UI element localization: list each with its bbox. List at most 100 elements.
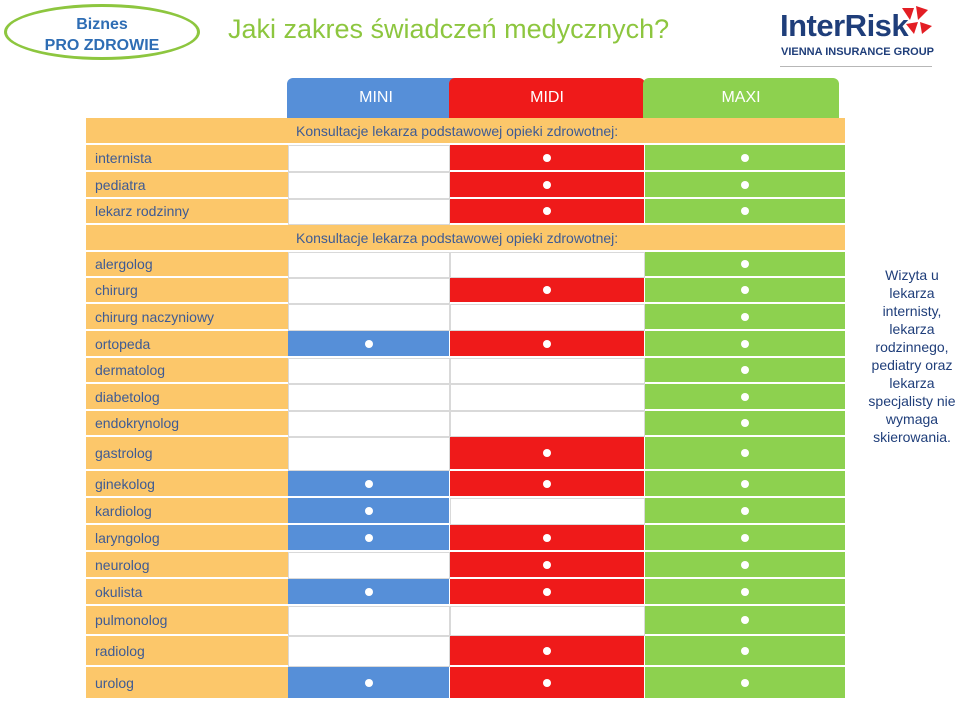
cell-midi bbox=[450, 667, 645, 700]
brand-badge: Biznes PRO ZDROWIE bbox=[4, 4, 200, 60]
row-label: chirurg naczyniowy bbox=[86, 304, 288, 331]
cell-maxi bbox=[645, 278, 845, 304]
plan-header-maxi: MAXI bbox=[643, 78, 839, 118]
logo-divider bbox=[780, 66, 932, 67]
included-dot-icon bbox=[364, 339, 373, 348]
cell-midi bbox=[450, 579, 645, 606]
cell-maxi bbox=[645, 172, 845, 199]
plan-header-mini: MINI bbox=[287, 78, 465, 118]
included-dot-icon bbox=[543, 560, 551, 569]
row-label: dermatolog bbox=[86, 358, 288, 384]
included-dot-icon bbox=[741, 506, 749, 515]
included-dot-icon bbox=[543, 646, 551, 655]
included-dot-icon bbox=[543, 207, 551, 215]
included-dot-icon bbox=[741, 312, 749, 321]
cell-maxi bbox=[645, 579, 845, 606]
cell-maxi bbox=[645, 411, 845, 437]
included-dot-icon bbox=[741, 678, 749, 687]
cell-midi bbox=[450, 252, 645, 278]
included-dot-icon bbox=[543, 339, 551, 348]
included-dot-icon bbox=[741, 207, 749, 215]
cell-maxi bbox=[645, 145, 845, 172]
cell-midi bbox=[450, 278, 645, 304]
cell-midi bbox=[450, 606, 645, 636]
cell-mini bbox=[288, 331, 450, 358]
cell-midi bbox=[450, 304, 645, 331]
logo-tagline: VIENNA INSURANCE GROUP bbox=[781, 46, 934, 58]
included-dot-icon bbox=[741, 180, 749, 189]
cell-mini bbox=[288, 498, 450, 525]
included-dot-icon bbox=[741, 153, 749, 162]
cell-mini bbox=[288, 252, 450, 278]
cell-maxi bbox=[645, 606, 845, 636]
cell-maxi bbox=[645, 358, 845, 384]
cell-midi bbox=[450, 145, 645, 172]
cell-mini bbox=[288, 525, 450, 552]
section-header: Konsultacje lekarza podstawowej opieki z… bbox=[86, 225, 845, 252]
cell-maxi bbox=[645, 331, 845, 358]
cell-maxi bbox=[645, 552, 845, 579]
cell-midi bbox=[450, 411, 645, 437]
row-label: laryngolog bbox=[86, 525, 288, 552]
included-dot-icon bbox=[741, 449, 749, 457]
row-label: internista bbox=[86, 145, 288, 172]
cell-mini bbox=[288, 437, 450, 471]
row-label: endokrynolog bbox=[86, 411, 288, 437]
included-dot-icon bbox=[364, 587, 373, 596]
cell-midi bbox=[450, 358, 645, 384]
included-dot-icon bbox=[741, 392, 749, 401]
included-dot-icon bbox=[741, 587, 749, 596]
cell-midi bbox=[450, 437, 645, 471]
included-dot-icon bbox=[364, 479, 373, 488]
row-label: ortopeda bbox=[86, 331, 288, 358]
plan-header-midi: MIDI bbox=[449, 78, 645, 118]
cell-maxi bbox=[645, 304, 845, 331]
cell-mini bbox=[288, 304, 450, 331]
included-dot-icon bbox=[741, 339, 749, 348]
included-dot-icon bbox=[741, 419, 749, 427]
cell-mini bbox=[288, 636, 450, 667]
cell-mini bbox=[288, 172, 450, 199]
row-label: kardiolog bbox=[86, 498, 288, 525]
row-label: urolog bbox=[86, 667, 288, 700]
included-dot-icon bbox=[741, 479, 749, 488]
included-dot-icon bbox=[543, 587, 551, 596]
cell-maxi bbox=[645, 252, 845, 278]
referral-note: Wizyta u lekarza internisty, lekarza rod… bbox=[868, 267, 956, 445]
cell-mini bbox=[288, 471, 450, 498]
row-label: gastrolog bbox=[86, 437, 288, 471]
cell-maxi bbox=[645, 498, 845, 525]
cell-midi bbox=[450, 552, 645, 579]
included-dot-icon bbox=[741, 366, 749, 374]
cell-midi bbox=[450, 471, 645, 498]
included-dot-icon bbox=[741, 260, 749, 268]
included-dot-icon bbox=[543, 286, 551, 294]
cell-midi bbox=[450, 172, 645, 199]
row-label: diabetolog bbox=[86, 384, 288, 411]
row-label: pulmonolog bbox=[86, 606, 288, 636]
included-dot-icon bbox=[741, 646, 749, 655]
included-dot-icon bbox=[741, 286, 749, 294]
cell-maxi bbox=[645, 636, 845, 667]
included-dot-icon bbox=[741, 616, 749, 624]
included-dot-icon bbox=[741, 533, 749, 542]
cell-maxi bbox=[645, 667, 845, 700]
cell-midi bbox=[450, 384, 645, 411]
row-label: pediatra bbox=[86, 172, 288, 199]
included-dot-icon bbox=[543, 678, 551, 687]
cell-maxi bbox=[645, 199, 845, 225]
cell-midi bbox=[450, 498, 645, 525]
section-title: Konsultacje lekarza podstawowej opieki z… bbox=[296, 230, 619, 246]
cell-mini bbox=[288, 145, 450, 172]
cell-mini bbox=[288, 199, 450, 225]
row-label: okulista bbox=[86, 579, 288, 606]
cell-maxi bbox=[645, 525, 845, 552]
cell-mini bbox=[288, 411, 450, 437]
page-title: Jaki zakres świadczeń medycznych? bbox=[228, 14, 670, 44]
row-label: alergolog bbox=[86, 252, 288, 278]
included-dot-icon bbox=[543, 153, 551, 162]
cell-midi bbox=[450, 636, 645, 667]
section-title: Konsultacje lekarza podstawowej opieki z… bbox=[296, 123, 619, 139]
cell-mini bbox=[288, 579, 450, 606]
badge-line-2: PRO ZDROWIE bbox=[44, 37, 160, 54]
